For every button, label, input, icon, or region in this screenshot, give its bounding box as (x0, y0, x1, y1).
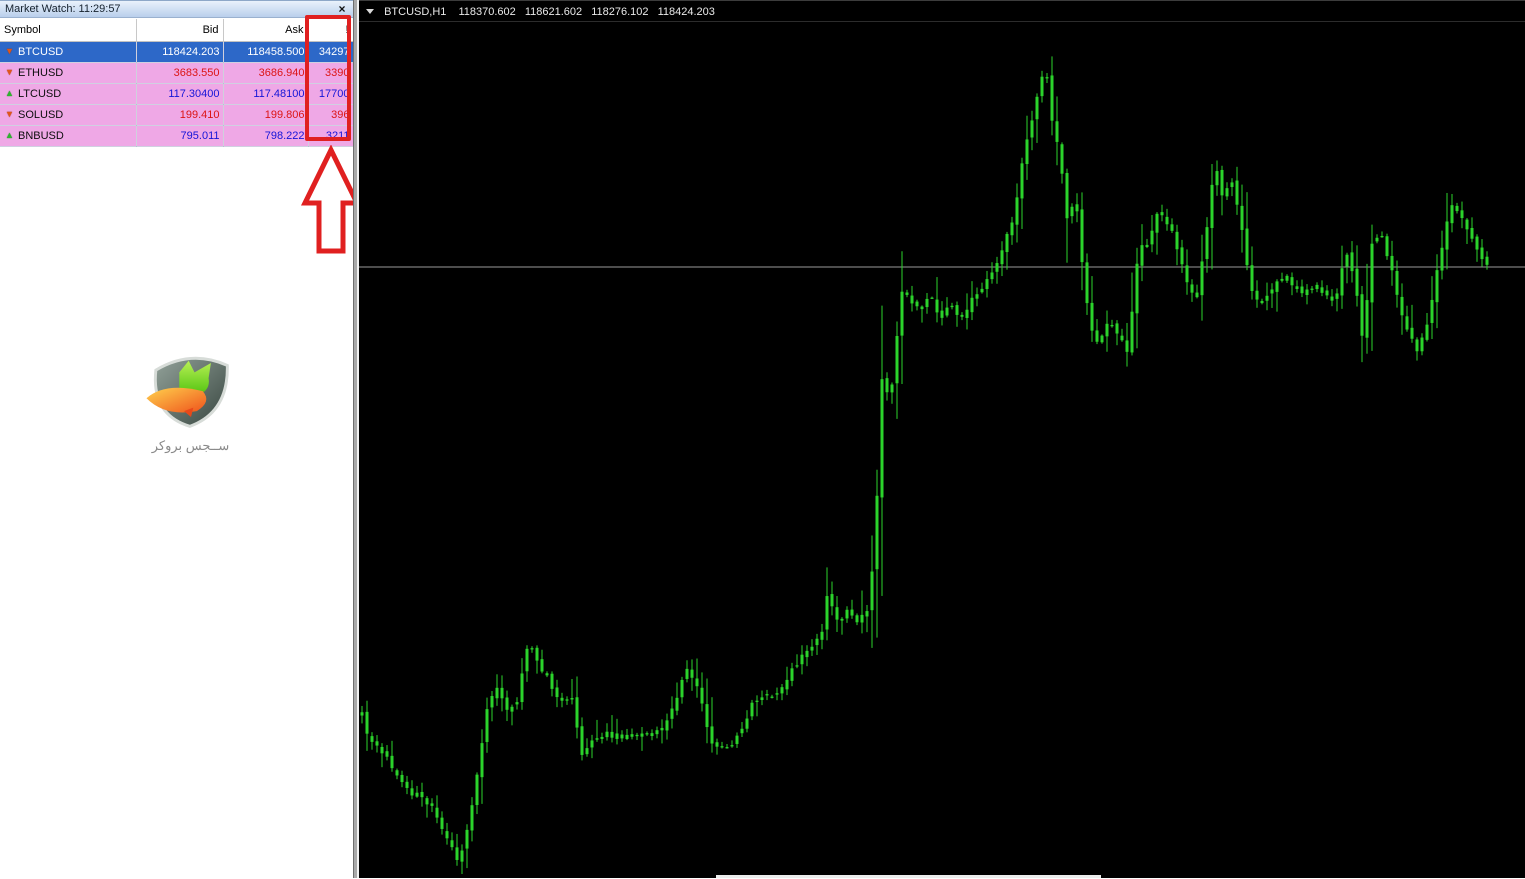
chart-symbol-period: BTCUSD,H1 (384, 6, 447, 18)
chart-window[interactable]: BTCUSD,H1 118370.602 118621.602 118276.1… (359, 0, 1525, 878)
trend-up-icon: ▲ (5, 130, 14, 140)
table-row-bnbusd[interactable]: ▲ BNBUSD 795.011 798.222 3211 (0, 125, 354, 147)
table-row-solusd[interactable]: ▼ SOLUSD 199.410 199.806 396 (0, 104, 354, 126)
ask-value: 199.806 (223, 104, 309, 126)
trend-up-icon: ▲ (5, 88, 14, 98)
symbol-label: ETHUSD (18, 67, 64, 79)
chart-low-value: 118276.102 (591, 6, 649, 18)
column-header-spread: ! (308, 19, 354, 42)
broker-logo-image (145, 356, 229, 428)
bid-value: 118424.203 (136, 41, 224, 63)
chart-high-value: 118621.602 (524, 6, 583, 18)
candlestick-chart[interactable] (359, 23, 1525, 878)
market-watch-panel: Market Watch: 11:29:57 × Symbol Bid Ask … (0, 0, 362, 879)
ask-value: 118458.500 (223, 41, 309, 63)
symbol-label: LTCUSD (18, 88, 62, 100)
symbol-label: BTCUSD (18, 46, 64, 58)
ask-value: 117.48100 (223, 83, 309, 105)
spread-value: 17700 (308, 83, 354, 105)
broker-logo-caption: ســجس بروکر (151, 438, 230, 453)
ask-value: 798.222 (223, 125, 309, 147)
chart-header[interactable]: BTCUSD,H1 118370.602 118621.602 118276.1… (359, 0, 1525, 22)
chart-bottom-edge (716, 875, 1101, 878)
column-header-symbol: Symbol (0, 19, 137, 42)
quotes-table: Symbol Bid Ask ! ▼ BTCUSD 118424.203 1184… (0, 19, 354, 147)
panel-splitter[interactable] (353, 0, 358, 878)
chart-dropdown-icon[interactable] (366, 9, 374, 14)
table-row-ltcusd[interactable]: ▲ LTCUSD 117.30400 117.48100 17700 (0, 83, 354, 105)
bid-value: 3683.550 (136, 62, 224, 84)
table-row-ethusd[interactable]: ▼ ETHUSD 3683.550 3686.940 3390 (0, 62, 354, 84)
broker-logo: ســجس بروکر (128, 349, 253, 454)
symbol-label: SOLUSD (18, 109, 64, 121)
chart-open-value: 118370.602 (458, 6, 516, 18)
spread-value: 3390 (308, 62, 354, 84)
close-icon[interactable]: × (338, 2, 346, 16)
market-watch-title: Market Watch: 11:29:57 (5, 3, 121, 15)
market-watch-titlebar[interactable]: Market Watch: 11:29:57 × (0, 1, 353, 18)
trend-down-icon: ▼ (5, 67, 14, 77)
column-header-bid: Bid (136, 19, 224, 42)
annotation-rectangle (305, 15, 351, 141)
quotes-header-row: Symbol Bid Ask ! (0, 19, 354, 42)
trend-down-icon: ▼ (5, 46, 14, 56)
bid-value: 117.30400 (136, 83, 224, 105)
spread-value: 396 (308, 104, 354, 126)
trend-down-icon: ▼ (5, 109, 14, 119)
chart-close-value: 118424.203 (657, 6, 715, 18)
candles-layer (360, 56, 1489, 874)
column-header-ask: Ask (223, 19, 309, 42)
chart-window-edge (357, 0, 359, 878)
spread-value: 34297 (308, 41, 354, 63)
table-row-btcusd[interactable]: ▼ BTCUSD 118424.203 118458.500 34297 (0, 41, 354, 63)
ask-value: 3686.940 (223, 62, 309, 84)
symbol-label: BNBUSD (18, 130, 64, 142)
bid-value: 795.011 (136, 125, 224, 147)
bid-value: 199.410 (136, 104, 224, 126)
